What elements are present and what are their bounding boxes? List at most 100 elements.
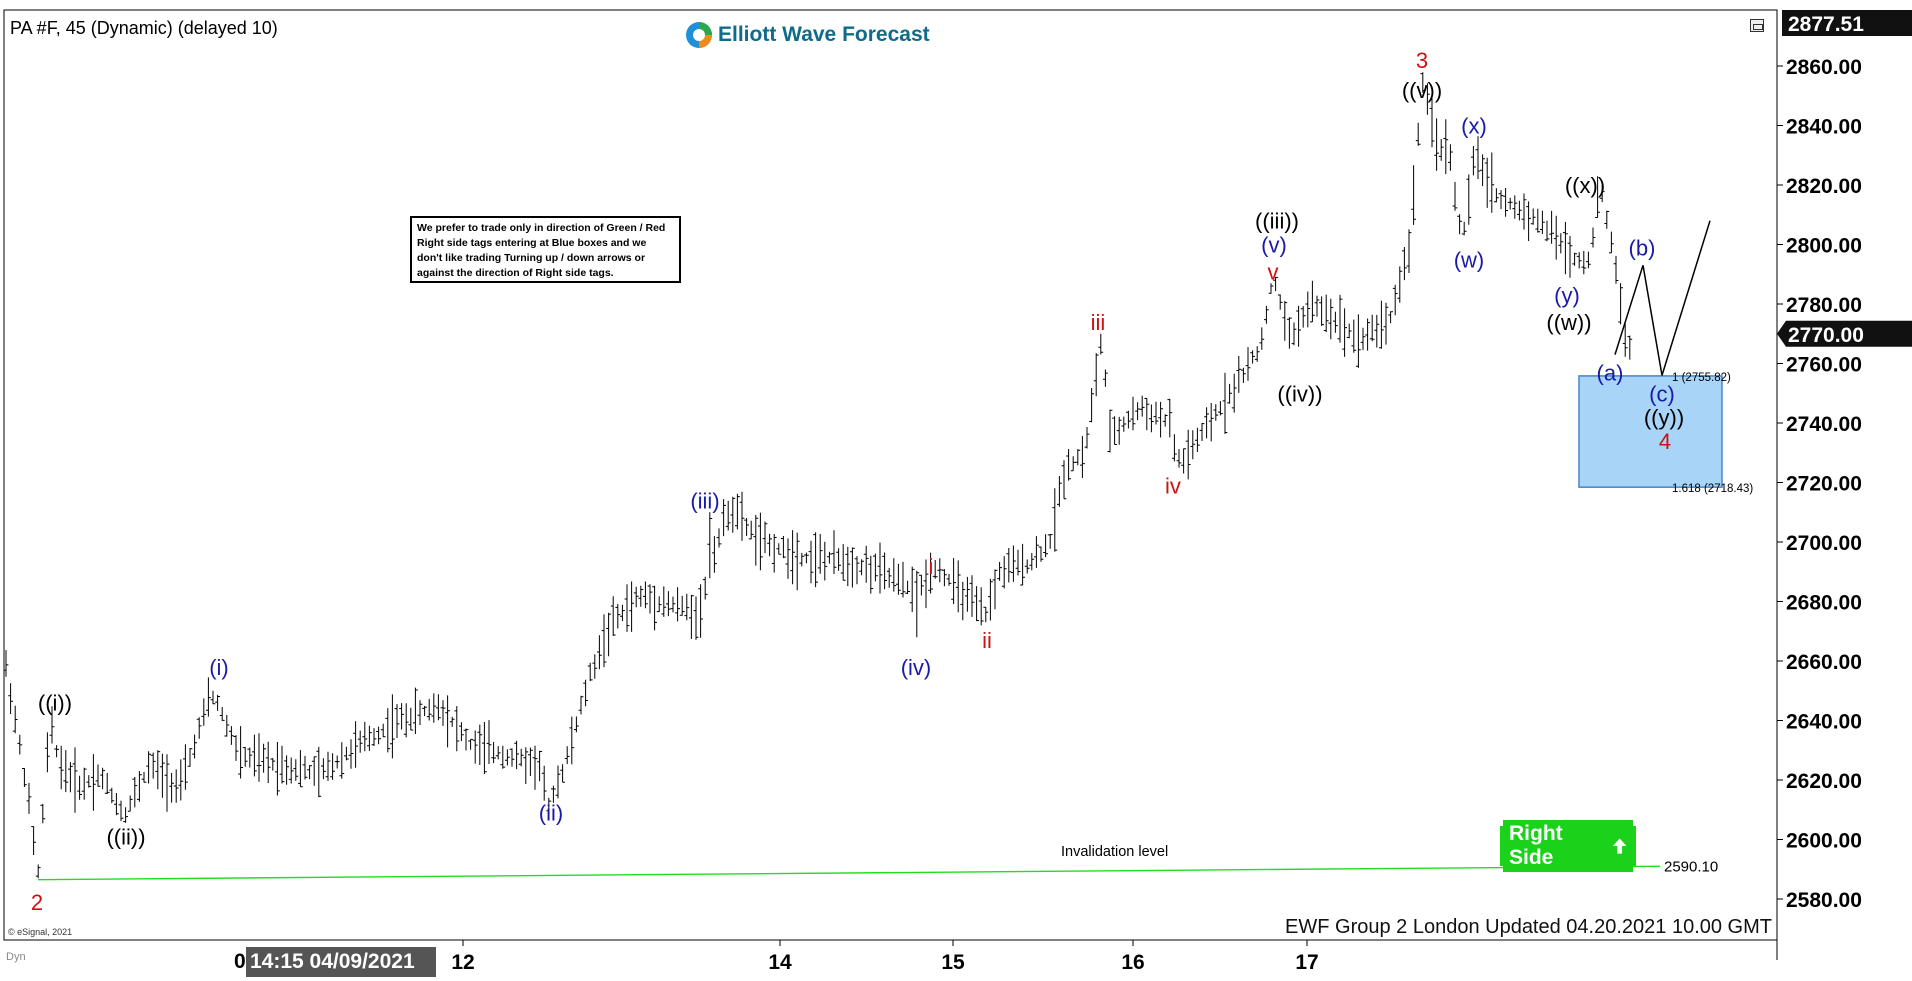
ohlc-bar [1052, 488, 1058, 552]
ohlc-bar [196, 717, 202, 739]
ohlc-bar [40, 803, 46, 824]
ohlc-bar [1038, 546, 1044, 562]
ohlc-bar [592, 654, 598, 679]
ohlc-bar [17, 734, 23, 755]
ohlc-bar [12, 705, 18, 734]
ohlc-bar [799, 552, 805, 567]
ohlc-bar [597, 635, 602, 670]
ohlc-bar [380, 723, 386, 738]
ohlc-bar [1466, 174, 1472, 225]
x-tick-label: 15 [941, 951, 965, 974]
ohlc-bar [652, 585, 657, 631]
ohlc-bar [486, 720, 492, 764]
ohlc-bar [1245, 347, 1251, 381]
brand-name: Elliott Wave Forecast [718, 23, 930, 46]
ohlc-bar [569, 716, 575, 765]
ohlc-bar [983, 606, 989, 623]
trading-note: We prefer to trade only in direction of … [410, 216, 681, 283]
ohlc-bar [1388, 311, 1393, 324]
ohlc-bar [1167, 398, 1173, 438]
projection-path [1614, 220, 1711, 376]
ohlc-bar [472, 730, 478, 764]
ohlc-bar [279, 745, 285, 784]
window-restore-icon[interactable] [1750, 19, 1764, 32]
wave-label: (x) [1461, 114, 1487, 139]
ohlc-bar [403, 703, 409, 738]
wave-label: ((i)) [38, 691, 72, 716]
ohlc-bar [1181, 448, 1186, 474]
ohlc-bar [127, 795, 133, 812]
ohlc-bar [1268, 283, 1274, 294]
ohlc-bar [1162, 414, 1168, 427]
ohlc-bar [744, 518, 749, 536]
ohlc-bar [1365, 318, 1370, 351]
ohlc-bar [215, 694, 220, 711]
ohlc-bar [1176, 449, 1182, 468]
ohlc-bar [919, 574, 924, 596]
ohlc-bar [1535, 208, 1541, 233]
ohlc-bar [357, 730, 363, 753]
ohlc-bar [1199, 422, 1205, 441]
ohlc-bar [468, 738, 473, 750]
y-tick-label: 2820.00 [1786, 175, 1862, 198]
ohlc-bar [63, 750, 69, 792]
ohlc-bar [620, 604, 625, 622]
ohlc-bar [1264, 305, 1269, 324]
ohlc-bar [367, 725, 372, 751]
ohlc-bar [1236, 356, 1242, 393]
ohlc-bar [500, 745, 506, 769]
wave-label: ii [982, 628, 992, 653]
ohlc-bar [1305, 291, 1311, 328]
x-tick-label: 12 [451, 951, 474, 974]
wave-label: (iv) [901, 655, 932, 680]
ohlc-bar [1227, 383, 1232, 404]
ohlc-bar [311, 756, 317, 786]
ohlc-bar [735, 493, 740, 530]
ohlc-bar [1296, 305, 1301, 347]
ohlc-bar [817, 534, 823, 574]
wave-label: (a) [1597, 360, 1624, 385]
ohlc-bar [1144, 398, 1150, 431]
ohlc-bar [58, 745, 64, 790]
ohlc-bar [339, 742, 345, 779]
ohlc-bar [1448, 144, 1453, 171]
ohlc-bar [1457, 214, 1462, 235]
ohlc-bar [702, 576, 708, 600]
ohlc-bar [822, 541, 828, 581]
ohlc-bar [1595, 176, 1600, 218]
ohlc-bar [882, 552, 887, 590]
ohlc-bar [219, 707, 225, 721]
ohlc-bar [992, 569, 998, 610]
ohlc-bar [118, 800, 124, 822]
ohlc-bar [1609, 231, 1614, 254]
ohlc-bar [969, 575, 975, 617]
ohlc-bar [610, 596, 616, 636]
ohlc-bar [877, 542, 883, 594]
ohlc-bar [863, 545, 869, 583]
y-tick-label: 2860.00 [1786, 56, 1862, 79]
ohlc-bar [431, 693, 437, 723]
ohlc-bar [1494, 188, 1499, 203]
ohlc-bar [1149, 404, 1154, 433]
ohlc-bar [1356, 314, 1361, 368]
ohlc-bar [1489, 152, 1495, 213]
ohlc-bar [141, 771, 147, 783]
ohlc-bar [321, 758, 326, 780]
ohlc-bar [1043, 534, 1048, 558]
ohlc-bar [1420, 72, 1426, 93]
ohlc-bar [739, 491, 745, 541]
ohlc-bar [173, 769, 179, 803]
ohlc-bar [1029, 553, 1035, 571]
ohlc-bar [1526, 201, 1531, 241]
ohlc-bar [1503, 188, 1508, 217]
ohlc-bar [886, 567, 892, 588]
ohlc-bar [1622, 323, 1628, 357]
right-side-tag: Right Side [1500, 820, 1636, 872]
ohlc-bar [785, 538, 791, 579]
ohlc-bar [560, 764, 565, 783]
ohlc-bar [132, 777, 138, 808]
ohlc-bar [330, 753, 335, 780]
wave-label: ((v)) [1402, 78, 1442, 103]
ohlc-bar [394, 704, 400, 738]
